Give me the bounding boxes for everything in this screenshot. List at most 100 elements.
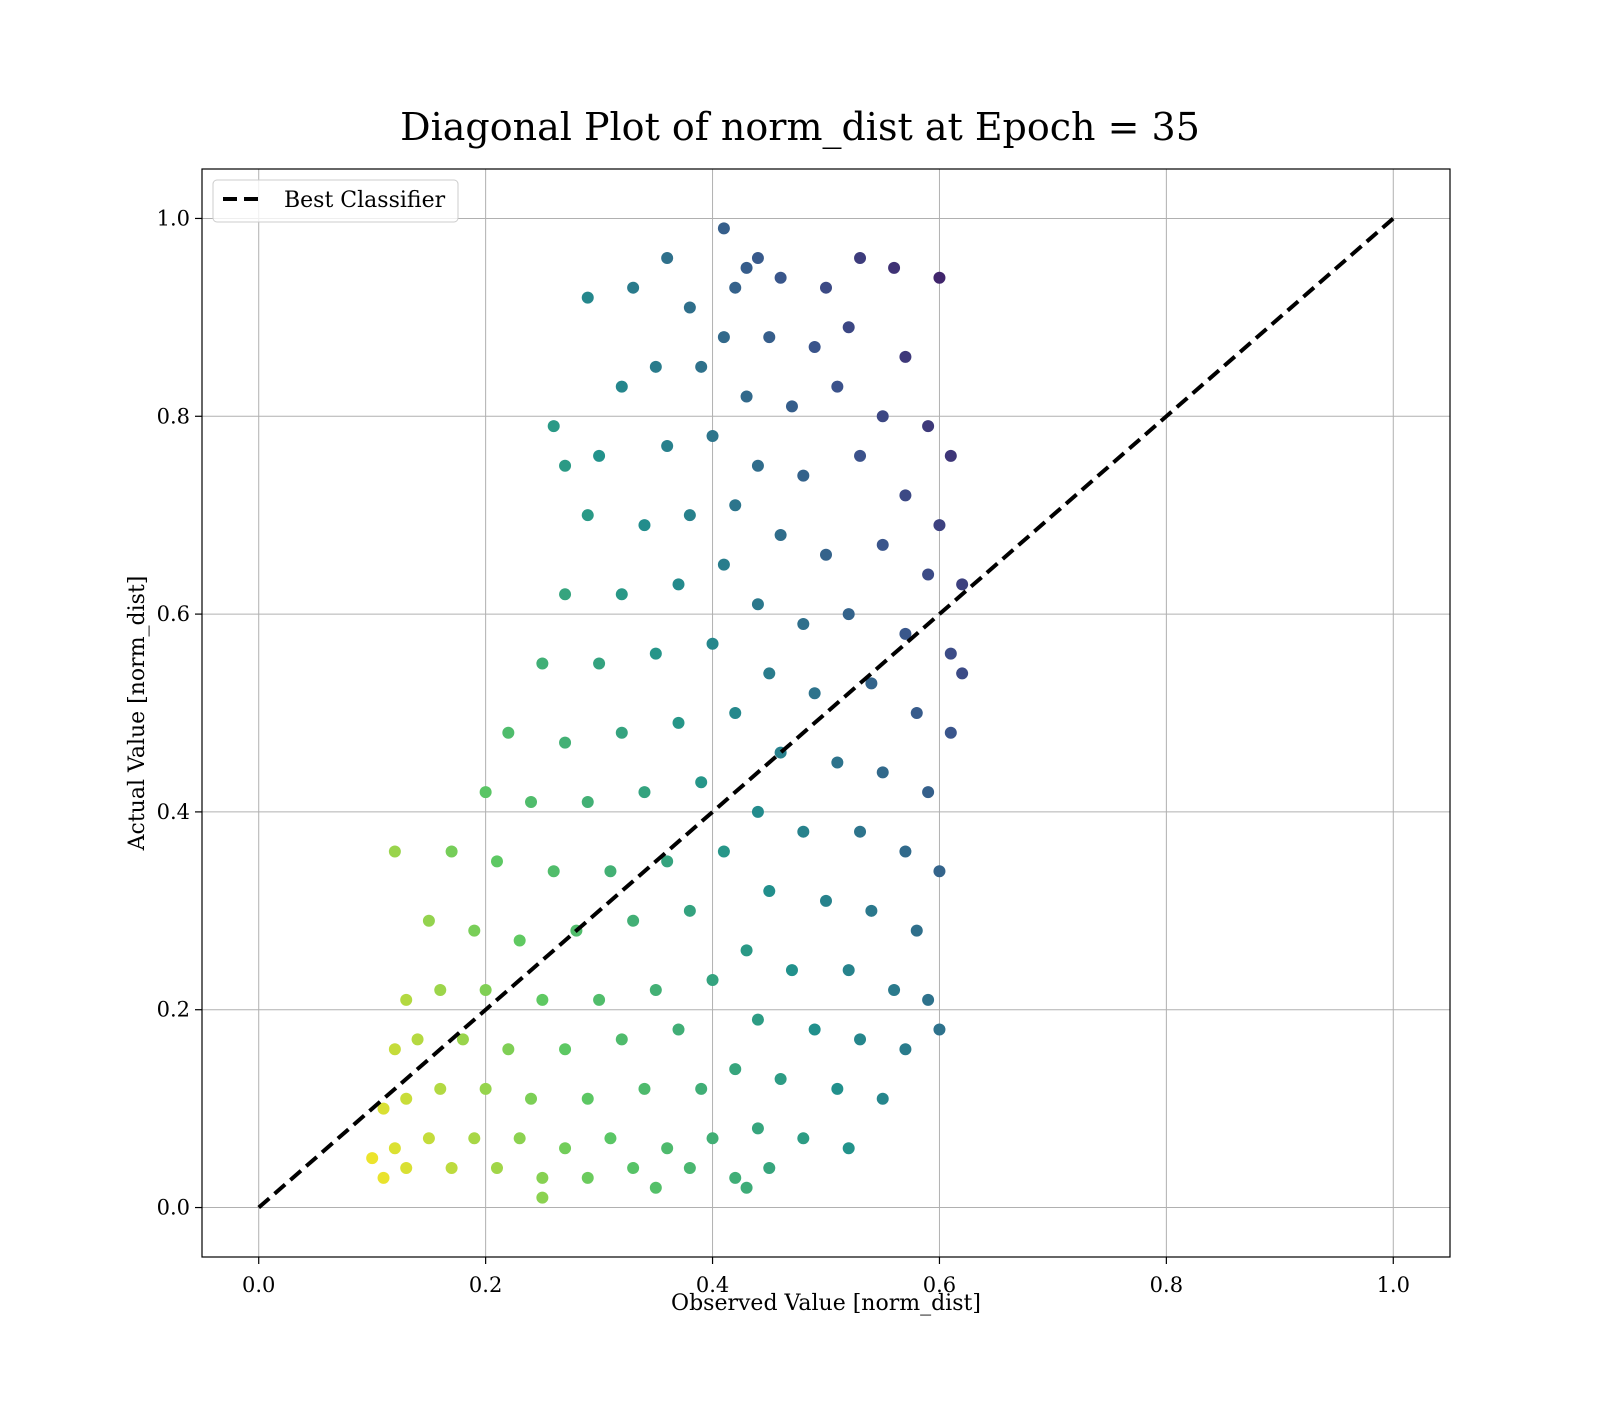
scatter-point — [479, 786, 492, 799]
scatter-point — [888, 983, 901, 996]
scatter-point — [831, 756, 844, 769]
scatter-point — [695, 360, 708, 373]
scatter-point — [842, 964, 855, 977]
x-tick-label: 0.6 — [923, 1273, 956, 1297]
scatter-point — [797, 617, 810, 630]
scatter-point — [922, 568, 935, 581]
scatter-point — [751, 459, 764, 472]
scatter-point — [536, 1171, 549, 1184]
scatter-point — [763, 1161, 776, 1174]
scatter-point — [604, 1132, 617, 1145]
scatter-point — [638, 786, 651, 799]
scatter-point — [706, 430, 719, 443]
scatter-point — [774, 271, 787, 284]
legend-label: Best Classifier — [284, 188, 446, 213]
scatter-point — [922, 993, 935, 1006]
scatter-point — [706, 1132, 719, 1145]
scatter-point — [559, 736, 572, 749]
scatter-point — [842, 1142, 855, 1155]
scatter-point — [593, 657, 606, 670]
scatter-point — [695, 1082, 708, 1095]
scatter-point — [649, 983, 662, 996]
scatter-point — [740, 390, 753, 403]
scatter-point — [763, 667, 776, 680]
scatter-point — [468, 924, 481, 937]
scatter-point — [559, 1043, 572, 1056]
y-tick-label: 0.2 — [157, 998, 190, 1022]
x-tick-label: 0.2 — [469, 1273, 502, 1297]
scatter-point — [899, 1043, 912, 1056]
y-tick-label: 1.0 — [157, 206, 190, 230]
scatter-point — [910, 924, 923, 937]
scatter-point — [615, 380, 628, 393]
scatter-point — [820, 281, 832, 294]
grid-layer — [202, 169, 1450, 1257]
scatter-point — [536, 657, 549, 670]
scatter-point — [581, 1171, 594, 1184]
scatter-point — [785, 964, 798, 977]
scatter-point — [706, 974, 719, 987]
scatter-point — [808, 341, 821, 354]
scatter-point — [445, 1161, 458, 1174]
x-tick-label: 0.0 — [242, 1273, 275, 1297]
scatter-point — [956, 578, 969, 591]
scatter-point — [661, 855, 674, 868]
scatter-point — [525, 1092, 538, 1105]
x-axis-label: Observed Value [norm_dist] — [671, 1291, 981, 1316]
scatter-point — [910, 707, 923, 719]
scatter-point — [422, 914, 435, 927]
scatter-point — [717, 222, 730, 235]
scatter-point — [400, 993, 413, 1006]
tick-layer: 0.0 0.2 0.4 0.6 0.8 1.0 0.0 0.2 0.4 0.6 0.8 1.0 — [157, 206, 1410, 1297]
scatter-point — [751, 1122, 764, 1135]
scatter-point — [797, 825, 810, 838]
scatter-point — [797, 1132, 810, 1145]
scatter-point — [797, 469, 810, 482]
scatter-point — [434, 983, 447, 996]
scatter-point — [490, 1161, 503, 1174]
scatter-point — [422, 1132, 435, 1145]
scatter-point — [751, 598, 764, 611]
scatter-point — [922, 420, 935, 433]
scatter-point — [502, 1043, 515, 1056]
scatter-point — [933, 519, 946, 532]
scatter-point — [820, 548, 832, 561]
scatter-point — [683, 1161, 696, 1174]
scatter-point — [854, 252, 867, 265]
scatter-point — [388, 1043, 401, 1056]
scatter-point — [490, 855, 503, 868]
scatter-point — [808, 687, 821, 700]
x-tick-label: 0.8 — [1150, 1273, 1183, 1297]
scatter-point — [740, 1181, 753, 1194]
scatter-point — [536, 1191, 549, 1204]
scatter-point — [683, 301, 696, 314]
scatter-point — [411, 1033, 424, 1046]
scatter-point — [502, 726, 515, 739]
scatter-point — [672, 716, 685, 729]
scatter-point — [876, 410, 889, 423]
scatter-point — [933, 271, 946, 284]
scatter-point — [831, 380, 844, 393]
scatter-point — [388, 1142, 401, 1155]
scatter-point — [456, 1033, 469, 1046]
scatter-point — [729, 1171, 742, 1184]
scatter-point — [876, 766, 889, 779]
scatter-point — [956, 667, 969, 680]
scatter-point — [536, 993, 549, 1006]
scatter-point — [400, 1161, 413, 1174]
scatter-point — [513, 1132, 526, 1145]
y-tick-label: 0.6 — [157, 602, 190, 626]
scatter-points — [366, 222, 969, 1204]
y-tick-label: 0.0 — [157, 1196, 190, 1220]
scatter-point — [649, 647, 662, 660]
scatter-point — [876, 538, 889, 551]
scatter-point — [854, 825, 867, 838]
scatter-point — [763, 331, 776, 344]
scatter-point — [400, 1092, 413, 1105]
scatter-point — [740, 944, 753, 957]
scatter-point — [740, 261, 753, 274]
scatter-point — [672, 578, 685, 591]
scatter-point — [388, 845, 401, 858]
